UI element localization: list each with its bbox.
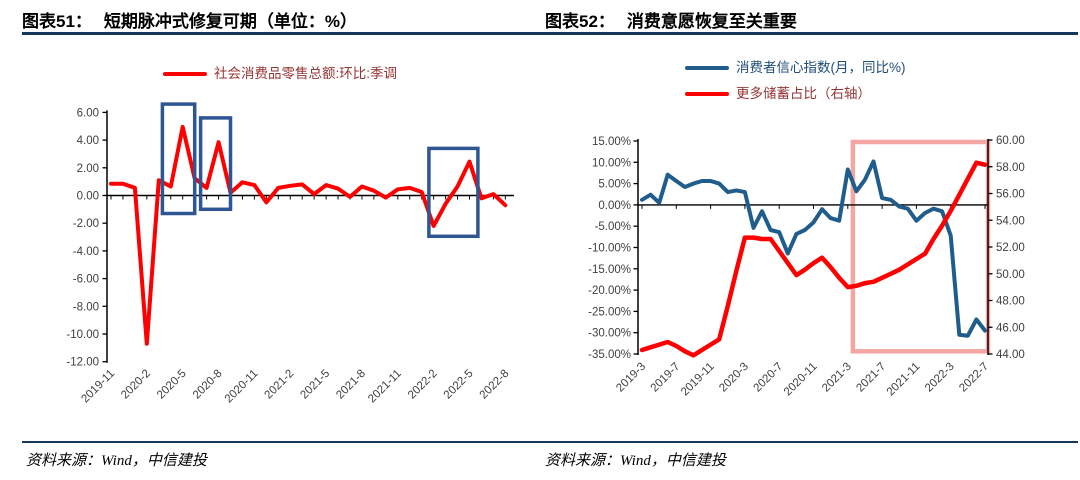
highlight-box: [427, 146, 480, 239]
x-tick-label: 2022-5: [442, 368, 476, 402]
figure-51-title: 短期脉冲式修复可期（单位：%）: [103, 12, 358, 31]
x-tick-label: 2020-7: [752, 361, 786, 395]
figure-51-number: 图表51：: [22, 12, 92, 31]
figure-52-source-note: 资料来源：Wind，中信建投: [545, 453, 726, 469]
x-tick-label: 2021-3: [820, 361, 854, 395]
y-tick-label: 56.00: [996, 189, 1025, 201]
highlight-box: [198, 116, 233, 212]
legend-item: 社会消费品零售总额:环比:季调: [163, 66, 397, 82]
figure-51-panel: 图表51： 短期脉冲式修复可期（单位：%） 社会消费品零售总额:环比:季调 6.0…: [22, 7, 540, 469]
figure-52-header-rule: [540, 32, 1078, 35]
x-tick-label: 2021-2: [263, 368, 297, 402]
retail-sales-mom-line-chart: 6.00 4.00 2.00 0.00 -2.00 -4.00 -6.00 -8.00 -10.…: [66, 102, 514, 406]
x-tick-label: 2020-11: [223, 368, 261, 406]
x-tick-label: 2020-11: [782, 361, 820, 399]
y-tick-label: -10.00: [66, 329, 99, 341]
consumer-confidence-line: [640, 159, 987, 338]
figure-52-number: 图表52：: [545, 12, 615, 31]
x-tick-label: 2021-8: [334, 368, 368, 402]
y-tick-label: 6.00: [77, 107, 99, 119]
x-tick-label: 2021-11: [885, 361, 923, 399]
y-tick-label: -2.00: [73, 218, 99, 230]
legend-line-marker: [685, 66, 729, 71]
x-tick-label: 2019-11: [679, 361, 717, 399]
consumer-confidence-savings-line-chart: 15.00% 10.00% 5.00% 0.00% -5.00% -10.00% -15.0…: [588, 135, 1025, 398]
x-tick-label: 2021-7: [854, 361, 888, 395]
x-tick-label: 2022-7: [957, 361, 991, 395]
y-tick-label: 60.00: [996, 135, 1025, 147]
legend-label: 社会消费品零售总额:环比:季调: [214, 66, 398, 81]
x-tick-label: 2019-3: [614, 361, 648, 395]
plot-area: 15.00% 10.00% 5.00% 0.00% -5.00% -10.00% -15.0…: [588, 135, 1025, 398]
x-tick-label: 2020-5: [155, 368, 189, 402]
x-tick-label: 2022-2: [406, 368, 440, 402]
x-tick-label: 2021-5: [298, 368, 332, 402]
figure-52-header: 图表52： 消费意愿恢复至关重要: [545, 7, 797, 32]
figure-52-source-rule: [540, 441, 1078, 443]
highlight-box: [850, 139, 991, 354]
savings-share-line: [639, 160, 988, 358]
y-tick-label: 0.00%: [598, 200, 631, 212]
x-tick-label: 2019-7: [649, 361, 683, 395]
figure-51-legend: 社会消费品零售总额:环比:季调: [163, 66, 397, 82]
y-tick-label: 5.00%: [598, 179, 631, 191]
legend-line-marker: [163, 72, 207, 77]
plot-area: 6.00 4.00 2.00 0.00 -2.00 -4.00 -6.00 -8.00 -10.…: [66, 102, 514, 406]
y-tick-label: -5.00%: [595, 221, 631, 233]
y-tick-label: -10.00%: [588, 243, 631, 255]
y-tick-label: -8.00: [73, 301, 99, 313]
y-tick-label: -12.00: [66, 357, 99, 369]
y-tick-label: -20.00%: [588, 285, 631, 297]
y-tick-label: 58.00: [996, 162, 1025, 174]
x-tick-label: 2020-8: [191, 368, 225, 402]
figure-51-source-rule: [22, 441, 540, 443]
y-tick-label: -6.00: [73, 274, 99, 286]
y-tick-label: 10.00%: [592, 157, 631, 169]
figure-51-header-rule: [22, 32, 540, 35]
y-tick-label: 50.00: [996, 269, 1025, 281]
y-tick-label: -30.00%: [588, 328, 631, 340]
x-tick-label: 2020-3: [717, 361, 751, 395]
y-tick-label: 44.00: [996, 349, 1025, 361]
figure-51-source-note: 资料来源：Wind，中信建投: [26, 453, 207, 469]
x-tick-label: 2022-8: [478, 368, 512, 402]
x-tick-label: 2022-3: [923, 361, 957, 395]
y-tick-label: 15.00%: [592, 136, 631, 148]
legend-label: 消费者信心指数(月，同比%): [736, 60, 906, 75]
figure-51-header: 图表51： 短期脉冲式修复可期（单位：%）: [22, 7, 357, 32]
retail-sales-line: [109, 124, 508, 346]
y-tick-label: 4.00: [77, 135, 99, 147]
legend-item: 更多储蓄占比（右轴）: [685, 86, 906, 102]
y-tick-label: -25.00%: [588, 306, 631, 318]
legend-item: 消费者信心指数(月，同比%): [685, 60, 906, 76]
y-tick-label: 48.00: [996, 296, 1025, 308]
highlight-box: [160, 102, 197, 216]
x-tick-label: 2019-11: [79, 368, 117, 406]
legend-label: 更多储蓄占比（右轴）: [736, 86, 871, 102]
y-tick-label: -15.00%: [588, 264, 631, 276]
figure-52-panel: 图表52： 消费意愿恢复至关重要 消费者信心指数(月，同比%) 更多储蓄占比（右轴）…: [540, 0, 1080, 480]
y-tick-label: 54.00: [996, 215, 1025, 227]
figure-52-title: 消费意愿恢复至关重要: [626, 12, 797, 31]
y-tick-label: -35.00%: [588, 349, 631, 361]
y-tick-label: -4.00: [73, 246, 99, 258]
legend-line-marker: [685, 92, 729, 97]
y-tick-label: 46.00: [996, 322, 1025, 334]
y-tick-label: 52.00: [996, 242, 1025, 254]
x-tick-label: 2020-2: [119, 368, 153, 402]
x-tick-label: 2021-11: [366, 368, 404, 406]
y-tick-label: 0.00: [77, 191, 99, 203]
figure-52-legend: 消费者信心指数(月，同比%) 更多储蓄占比（右轴）: [685, 60, 906, 102]
y-tick-label: 2.00: [77, 163, 99, 175]
